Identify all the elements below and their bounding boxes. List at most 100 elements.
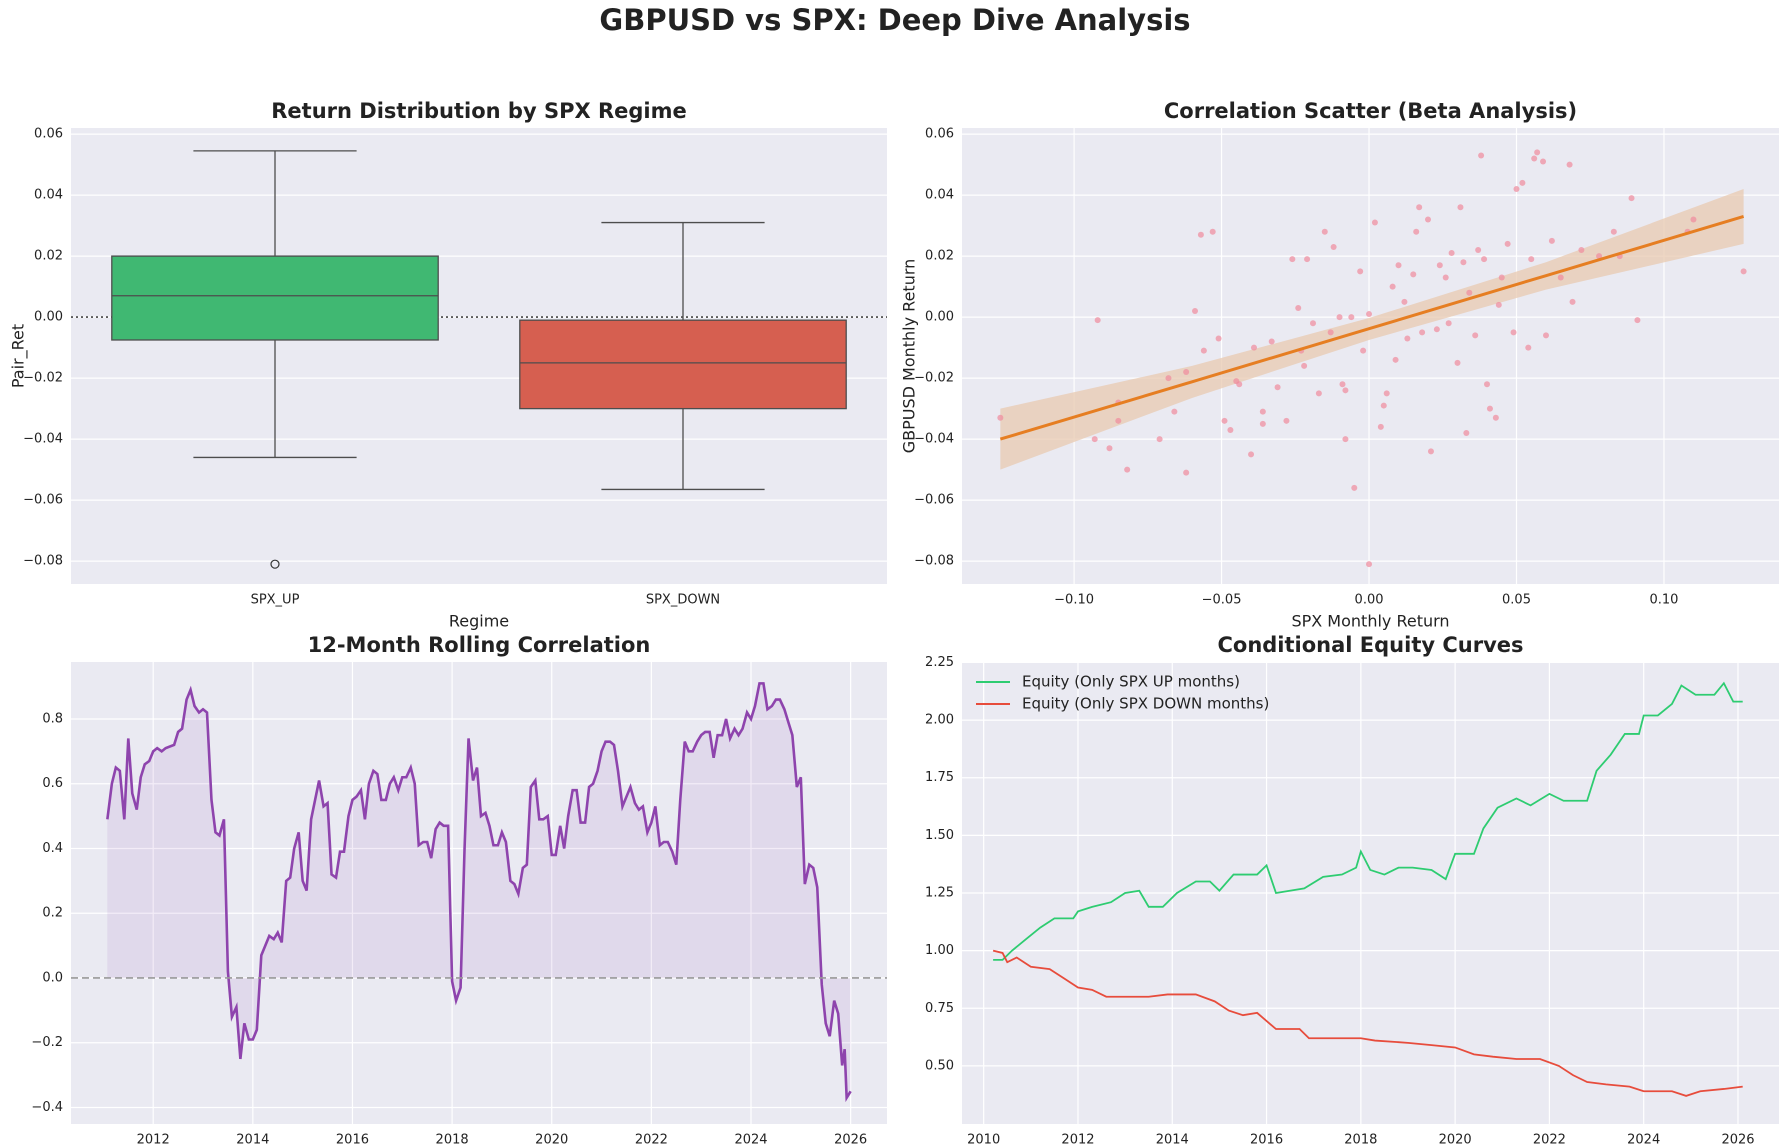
scatter-point <box>1419 329 1426 336</box>
y-tick-label: −0.02 <box>23 371 63 386</box>
scatter-point <box>1327 329 1334 336</box>
line <box>106 682 852 1103</box>
scatter-point <box>1513 186 1520 193</box>
scatter-point <box>1495 301 1502 308</box>
scatter-point <box>1466 289 1473 296</box>
x-tick-label: 2020 <box>1439 1133 1472 1145</box>
scatter-point <box>1457 204 1464 211</box>
scatter-point <box>1436 262 1443 269</box>
area <box>107 683 851 1098</box>
box <box>111 255 439 341</box>
scatter-point <box>1215 335 1222 342</box>
legend-label: Equity (Only SPX DOWN months) <box>1022 695 1269 713</box>
scatter-point <box>1366 311 1373 318</box>
y-tick-label: 0.2 <box>42 906 63 921</box>
scatter-point <box>1504 240 1511 247</box>
scatter-point <box>1192 308 1199 315</box>
scatter-point <box>1171 408 1178 415</box>
scatter-point <box>1478 152 1485 159</box>
scatter-point <box>1366 561 1373 568</box>
scatter-point <box>1525 344 1532 351</box>
scatter-point <box>1416 204 1423 211</box>
scatter-point <box>1425 216 1432 223</box>
y-tick-label: −0.02 <box>914 371 954 386</box>
figure-title: GBPUSD vs SPX: Deep Dive Analysis <box>599 3 1190 37</box>
y-tick-label: −0.06 <box>914 493 954 508</box>
scatter-point <box>1413 228 1420 235</box>
scatter-point <box>1209 228 1216 235</box>
scatter-point <box>1183 469 1190 476</box>
scatter-point <box>1569 298 1576 305</box>
scatter-point <box>1448 250 1455 257</box>
x-tick-label: 2014 <box>1156 1133 1189 1145</box>
panel-title: Return Distribution by SPX Regime <box>271 99 686 123</box>
scatter-point <box>997 414 1004 421</box>
y-tick-label: −0.04 <box>914 432 954 447</box>
scatter-point <box>1610 228 1617 235</box>
scatter-point <box>1510 329 1517 336</box>
scatter-point <box>1484 381 1491 388</box>
y-tick-label: 0.04 <box>925 188 954 203</box>
y-tick-label: −0.2 <box>31 1035 63 1050</box>
scatter-point <box>1106 445 1113 452</box>
y-tick-label: 1.00 <box>925 943 954 958</box>
scatter-point <box>1534 149 1541 156</box>
scatter-point <box>1348 314 1355 321</box>
legend-label: Equity (Only SPX UP months) <box>1022 673 1240 691</box>
scatter-point <box>1289 256 1296 263</box>
y-tick-label: 0.06 <box>34 127 63 142</box>
scatter-point <box>1342 387 1349 394</box>
scatter-point <box>1197 231 1204 238</box>
y-tick-label: −0.08 <box>23 554 63 569</box>
scatter-point <box>1557 274 1564 281</box>
y-tick-label: 1.50 <box>925 828 954 843</box>
y-tick-label: −0.04 <box>23 432 63 447</box>
x-axis-label: Regime <box>449 612 509 631</box>
scatter-point <box>1463 430 1470 437</box>
x-tick-label: 2018 <box>436 1133 469 1145</box>
scatter-point <box>1091 436 1098 443</box>
scatter-point <box>1309 320 1316 327</box>
scatter-point <box>1094 317 1101 324</box>
scatter-point <box>1454 359 1461 366</box>
line <box>993 681 1743 961</box>
scatter-point <box>1357 268 1364 275</box>
scatter-point <box>1578 247 1585 254</box>
scatter-point <box>1740 268 1747 275</box>
box <box>519 319 847 410</box>
y-tick-label: 0.0 <box>42 970 63 985</box>
panel-title: Conditional Equity Curves <box>1217 633 1523 657</box>
scatter-point <box>1321 228 1328 235</box>
scatter-point <box>1227 426 1234 433</box>
scatter-point <box>1389 283 1396 290</box>
scatter-point <box>1472 332 1479 339</box>
scatter-point <box>1283 417 1290 424</box>
scatter-point <box>1115 417 1122 424</box>
scatter-point <box>1519 179 1526 186</box>
scatter-point <box>1377 423 1384 430</box>
plot-background <box>962 128 1779 584</box>
scatter-point <box>1531 155 1538 162</box>
scatter-point <box>1542 332 1549 339</box>
scatter-point <box>1460 259 1467 266</box>
scatter-point <box>1401 298 1408 305</box>
x-tick-label: 2018 <box>1344 1133 1377 1145</box>
scatter-point <box>1259 408 1266 415</box>
scatter-point <box>1274 384 1281 391</box>
scatter-point <box>1528 256 1535 263</box>
panel-title: Correlation Scatter (Beta Analysis) <box>1164 99 1577 123</box>
scatter-point <box>1392 356 1399 363</box>
x-axis-label: SPX Monthly Return <box>1291 612 1449 631</box>
y-axis-label: Pair_Ret <box>9 324 29 388</box>
y-tick-label: 0.8 <box>42 711 63 726</box>
x-tick-label: 2014 <box>236 1133 269 1145</box>
scatter-point <box>1481 256 1488 263</box>
scatter-point <box>1628 195 1635 202</box>
scatter-point <box>1236 381 1243 388</box>
x-tick-label: 2026 <box>1721 1133 1754 1145</box>
scatter-point <box>1498 274 1505 281</box>
y-tick-label: 0.6 <box>42 776 63 791</box>
scatter-point <box>1304 256 1311 263</box>
scatter-point <box>1445 320 1452 327</box>
